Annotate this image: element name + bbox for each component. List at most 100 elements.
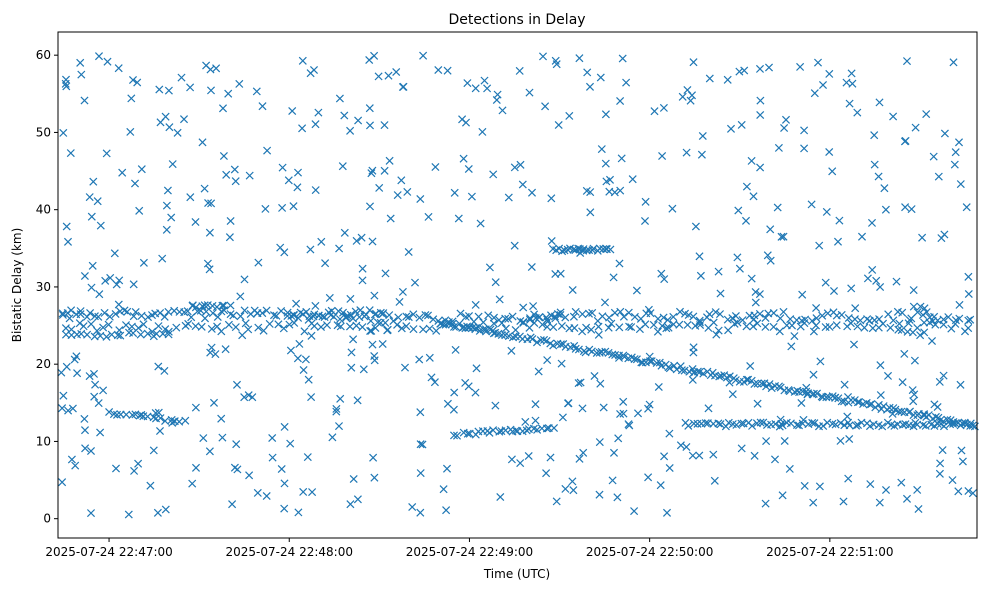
plot-marks xyxy=(57,51,979,519)
data-point-223 xyxy=(161,325,170,334)
data-point-544 xyxy=(128,410,137,420)
data-point-1037 xyxy=(610,188,619,197)
data-point-727 xyxy=(450,388,459,397)
data-point-262 xyxy=(419,325,428,334)
data-point-700 xyxy=(934,172,943,181)
data-point-159 xyxy=(711,308,720,317)
data-point-414 xyxy=(597,347,606,356)
data-point-1149 xyxy=(238,331,247,340)
data-point-462 xyxy=(742,375,751,384)
data-point-1145 xyxy=(431,162,440,172)
data-point-881 xyxy=(130,179,140,188)
data-point-215 xyxy=(104,320,113,329)
data-point-997 xyxy=(688,451,697,460)
data-point-932 xyxy=(951,148,960,157)
data-point-711 xyxy=(822,207,831,216)
data-point-993 xyxy=(118,168,127,177)
data-point-748 xyxy=(353,495,362,504)
data-point-1020 xyxy=(365,121,375,130)
data-point-1062 xyxy=(527,262,536,272)
data-point-132 xyxy=(569,312,578,321)
data-point-1133 xyxy=(774,143,783,152)
data-point-1141 xyxy=(901,203,910,212)
data-point-818 xyxy=(369,453,378,462)
data-point-898 xyxy=(311,120,320,129)
data-point-36 xyxy=(226,310,235,319)
data-point-963 xyxy=(507,455,516,464)
data-point-220 xyxy=(139,320,148,329)
data-point-168 xyxy=(761,313,770,323)
data-point-1221 xyxy=(64,406,73,415)
data-point-1176 xyxy=(303,453,312,462)
data-point-1090 xyxy=(868,265,877,274)
data-point-695 xyxy=(338,162,347,171)
data-point-376 xyxy=(471,325,480,334)
data-point-582 xyxy=(549,423,559,433)
data-point-406 xyxy=(571,344,580,353)
data-point-1087 xyxy=(186,83,195,92)
data-point-94 xyxy=(409,310,418,319)
data-point-1284 xyxy=(712,330,721,339)
x-tick-label-1: 2025-07-24 22:48:00 xyxy=(226,545,353,559)
data-point-797 xyxy=(91,380,100,389)
data-point-1288 xyxy=(258,102,267,111)
data-point-955 xyxy=(948,476,957,485)
data-point-1257 xyxy=(232,380,242,389)
data-point-848 xyxy=(650,107,659,116)
data-point-654 xyxy=(960,418,969,427)
data-point-739 xyxy=(381,269,390,278)
data-point-1250 xyxy=(964,272,973,281)
data-point-1106 xyxy=(911,123,920,132)
data-point-1123 xyxy=(293,183,302,192)
data-point-678 xyxy=(606,245,615,254)
data-point-900 xyxy=(695,318,704,327)
data-point-1019 xyxy=(656,481,665,490)
data-point-986 xyxy=(293,168,303,177)
data-point-775 xyxy=(910,390,919,399)
data-point-489 xyxy=(822,393,831,402)
data-point-214 xyxy=(99,323,108,332)
data-point-1050 xyxy=(888,409,897,418)
data-point-774 xyxy=(847,284,856,293)
data-point-152 xyxy=(675,307,685,316)
data-point-1003 xyxy=(280,422,289,431)
data-point-411 xyxy=(587,347,596,356)
data-point-602 xyxy=(756,418,765,427)
data-point-1048 xyxy=(335,244,344,253)
data-point-329 xyxy=(860,323,869,332)
data-point-1015 xyxy=(158,254,167,263)
data-point-17 xyxy=(137,311,146,320)
data-point-1205 xyxy=(750,451,759,460)
data-point-6 xyxy=(86,308,95,318)
data-point-358 xyxy=(129,329,138,338)
data-point-222 xyxy=(154,322,163,331)
data-point-1075 xyxy=(370,473,379,482)
data-point-951 xyxy=(398,287,407,296)
data-point-697 xyxy=(546,453,555,462)
data-point-313 xyxy=(753,319,762,328)
data-point-814 xyxy=(735,67,744,76)
data-point-936 xyxy=(843,392,853,402)
data-point-1201 xyxy=(590,371,599,381)
data-point-902 xyxy=(836,436,845,445)
data-point-804 xyxy=(816,357,825,366)
data-point-1111 xyxy=(203,259,212,268)
data-point-345 xyxy=(964,324,973,333)
data-point-1113 xyxy=(578,404,587,413)
data-point-1121 xyxy=(295,339,304,348)
data-point-842 xyxy=(594,330,603,339)
data-point-1056 xyxy=(602,177,611,186)
y-tick-label-4: 40 xyxy=(36,203,51,217)
data-point-1178 xyxy=(935,377,944,386)
data-point-243 xyxy=(290,318,299,327)
data-point-580 xyxy=(542,424,551,433)
data-point-283 xyxy=(557,321,566,331)
data-point-279 xyxy=(530,318,539,328)
data-point-888 xyxy=(340,228,349,237)
data-point-709 xyxy=(442,464,452,473)
data-point-1086 xyxy=(292,299,301,308)
data-point-1167 xyxy=(135,411,144,420)
data-point-1132 xyxy=(253,309,262,318)
data-point-998 xyxy=(209,398,219,407)
data-point-935 xyxy=(907,205,916,214)
